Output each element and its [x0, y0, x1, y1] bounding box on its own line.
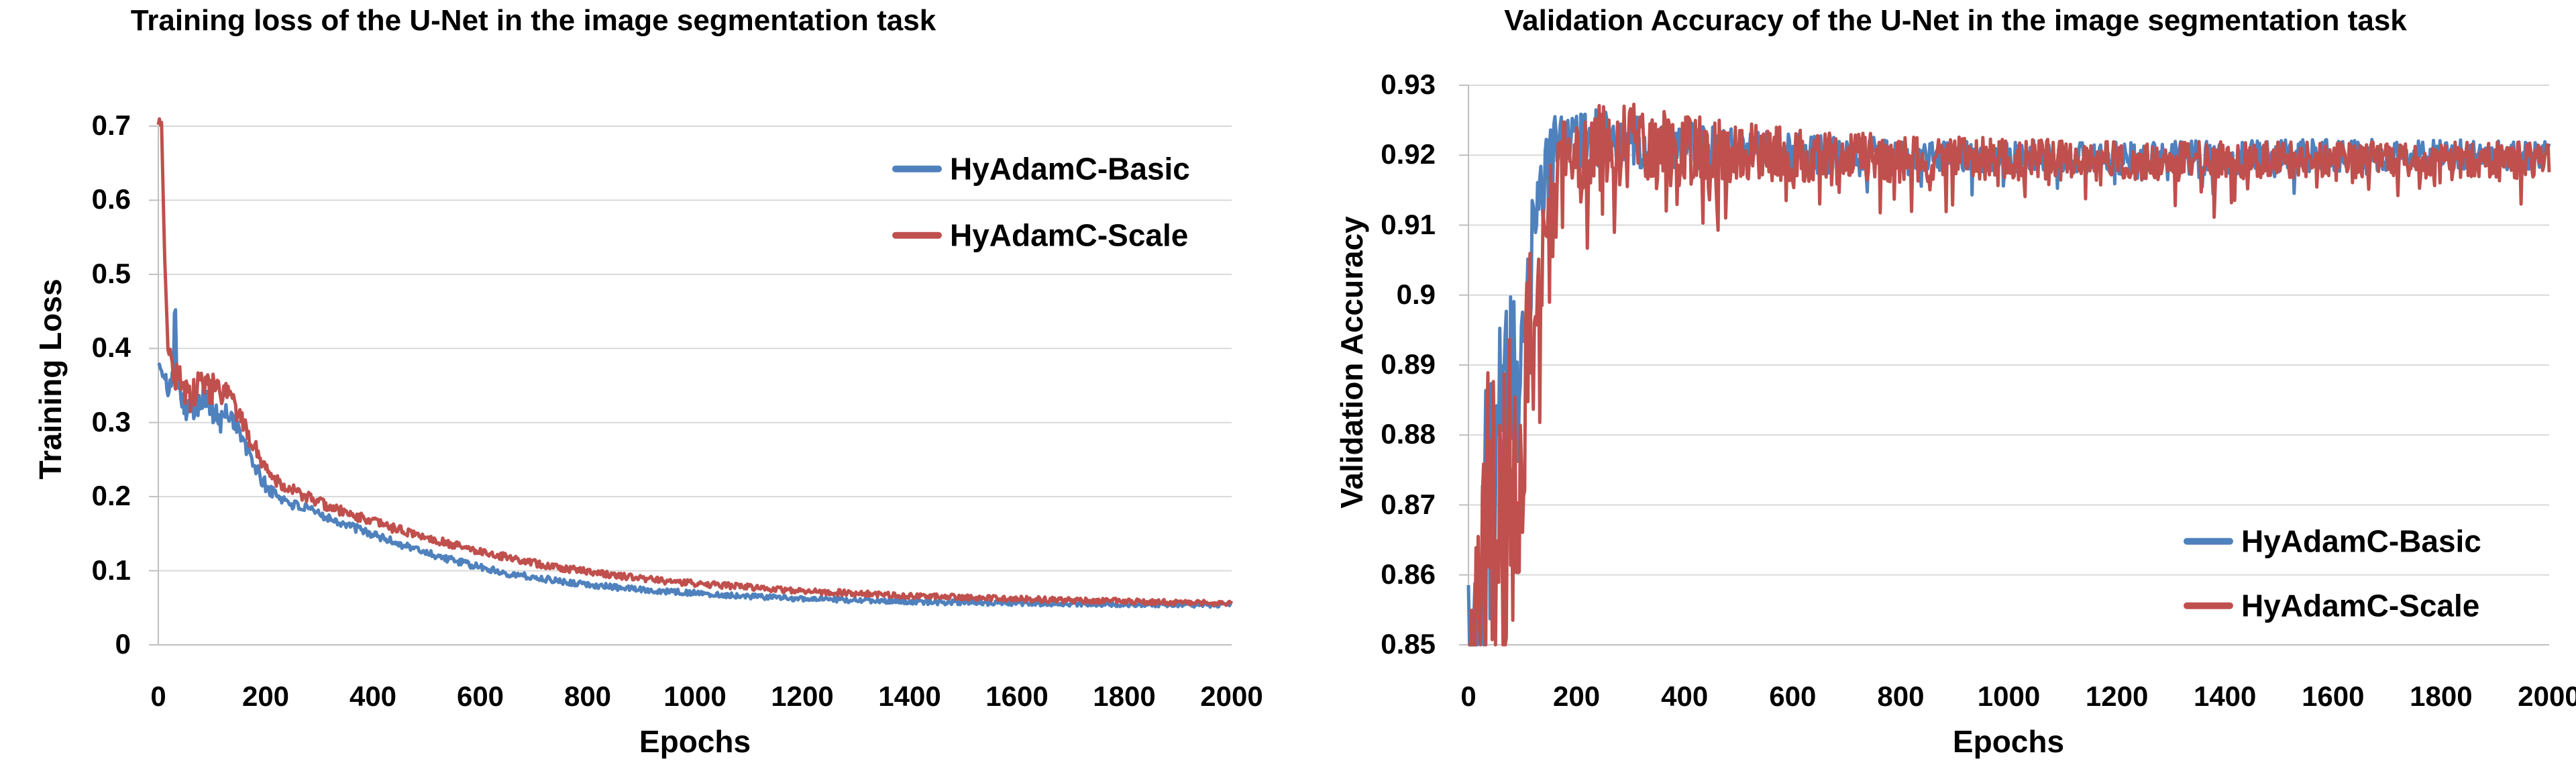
x-tick-label: 200	[1553, 680, 1601, 712]
y-tick-label: 0.91	[1381, 208, 1436, 240]
series-line-hyadamc-basic	[1466, 108, 2551, 647]
series-line-hyadamc-scale	[1468, 103, 2551, 647]
x-tick-label: 800	[1877, 680, 1925, 712]
x-tick-label: 1600	[2302, 680, 2365, 712]
y-tick-label: 0.87	[1381, 488, 1436, 520]
y-tick-label: 0.3	[91, 405, 131, 437]
x-tick-label: 400	[1661, 680, 1709, 712]
x-tick-label: 600	[456, 680, 504, 712]
x-tick-label: 1400	[878, 680, 941, 712]
legend-item-hyadamc-basic-right: HyAdamC-Basic	[2184, 525, 2481, 559]
x-tick-label: 1200	[771, 680, 834, 712]
legend-label-basic: HyAdamC-Basic	[2241, 523, 2481, 559]
legend-label-scale: HyAdamC-Scale	[950, 217, 1189, 253]
y-tick-label: 0.85	[1381, 628, 1436, 660]
x-tick-label: 1200	[2085, 680, 2149, 712]
legend-item-hyadamc-basic-left: HyAdamC-Basic	[892, 152, 1190, 187]
y-tick-label: 0.4	[91, 331, 131, 364]
y-tick-label: 0.2	[91, 480, 131, 512]
x-axis-label-epochs-left: Epochs	[639, 724, 751, 759]
x-tick-label: 0	[1460, 680, 1477, 712]
chart-title-validation-accuracy: Validation Accuracy of the U-Net in the …	[1504, 4, 2407, 37]
x-tick-label: 2000	[2518, 680, 2576, 712]
y-tick-label: 0.1	[91, 554, 131, 586]
x-axis-label-epochs-right: Epochs	[1952, 724, 2065, 759]
y-axis-label-training-loss: Training Loss	[33, 278, 68, 480]
x-tick-label: 2000	[1200, 680, 1263, 712]
x-tick-label: 1600	[985, 680, 1049, 712]
x-tick-label: 1000	[1977, 680, 2041, 712]
legend-line-icon-scale	[892, 232, 942, 239]
y-tick-label: 0.88	[1381, 418, 1436, 450]
legend-line-icon-basic	[2184, 538, 2233, 545]
y-tick-label: 0.92	[1381, 138, 1436, 170]
legend-line-icon-basic	[892, 166, 942, 172]
x-tick-label: 1400	[2193, 680, 2257, 712]
y-tick-label: 0.7	[91, 109, 131, 142]
y-tick-label: 0	[115, 628, 131, 660]
legend-item-hyadamc-scale-right: HyAdamC-Scale	[2184, 589, 2479, 623]
legend-label-scale: HyAdamC-Scale	[2241, 588, 2480, 623]
legend-item-hyadamc-scale-left: HyAdamC-Scale	[892, 219, 1188, 253]
x-tick-label: 600	[1769, 680, 1817, 712]
x-tick-label: 1800	[1093, 680, 1156, 712]
y-tick-label: 0.6	[91, 183, 131, 215]
y-tick-label: 0.93	[1381, 68, 1436, 101]
x-tick-label: 0	[150, 680, 166, 712]
x-tick-label: 200	[241, 680, 290, 712]
series-line-hyadamc-scale	[156, 117, 1234, 607]
legend-label-basic: HyAdamC-Basic	[950, 151, 1190, 187]
y-tick-label: 0.86	[1381, 558, 1436, 590]
x-tick-label: 800	[564, 680, 612, 712]
y-tick-label: 0.5	[91, 257, 131, 289]
chart-title-training-loss: Training loss of the U-Net in the image …	[130, 4, 936, 37]
legend-line-icon-scale	[2184, 603, 2233, 609]
x-tick-label: 1800	[2410, 680, 2473, 712]
x-tick-label: 400	[349, 680, 397, 712]
y-tick-label: 0.9	[1396, 278, 1436, 310]
y-tick-label: 0.89	[1381, 348, 1436, 380]
x-tick-label: 1000	[663, 680, 727, 712]
series-line-hyadamc-basic	[157, 308, 1233, 609]
